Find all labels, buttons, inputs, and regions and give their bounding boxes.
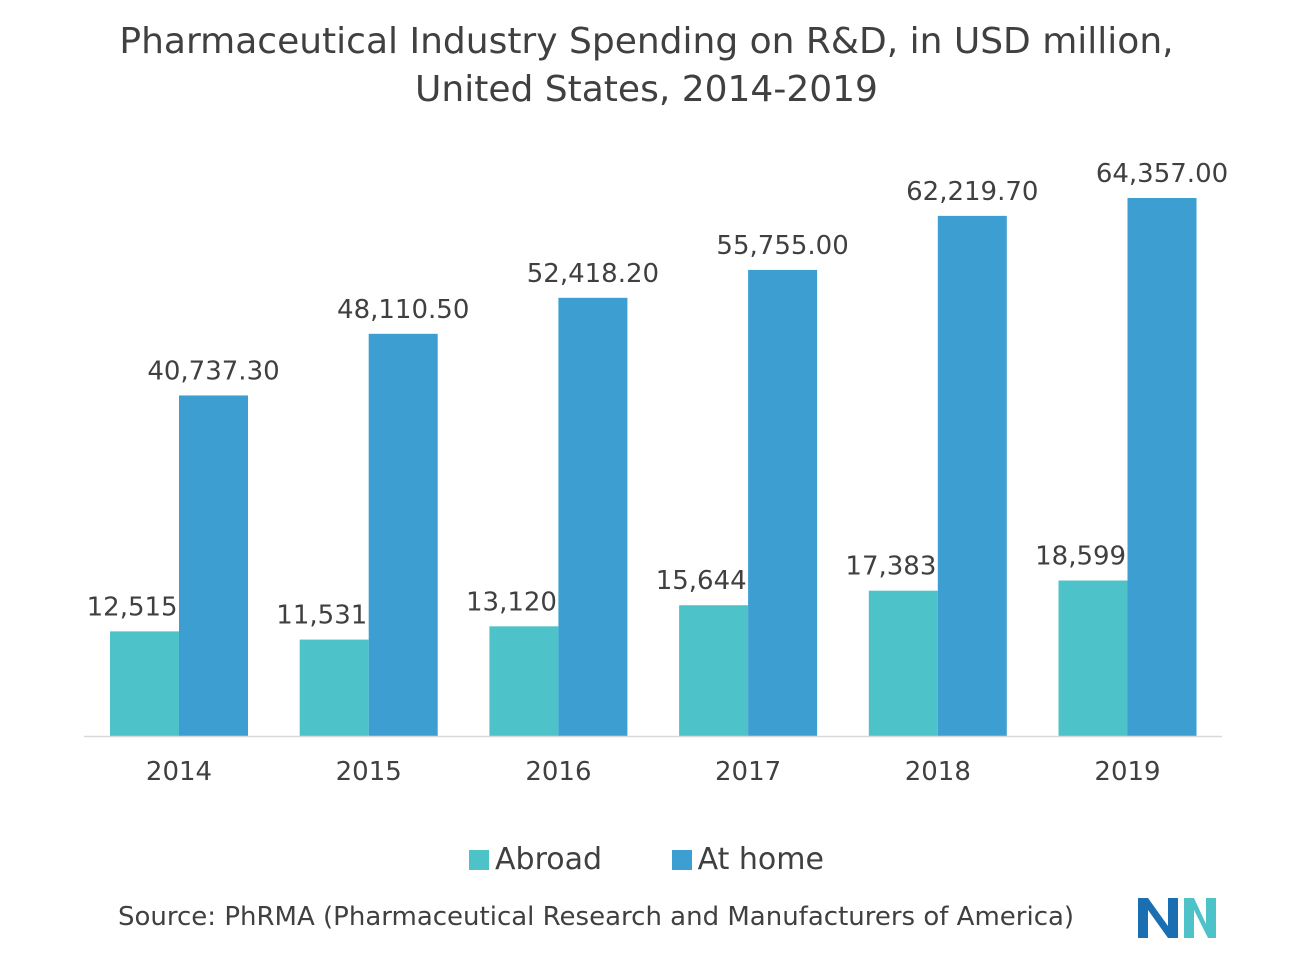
bar-at-home-2017 xyxy=(748,269,818,736)
company-logo-icon xyxy=(1138,898,1216,938)
legend-label-abroad: Abroad xyxy=(495,842,603,877)
data-label-at-home-2019: 64,357.00 xyxy=(1096,159,1228,189)
x-tick-label-2019: 2019 xyxy=(1094,757,1160,787)
bar-abroad-2018 xyxy=(868,590,938,736)
bar-at-home-2019 xyxy=(1127,198,1197,736)
bar-abroad-2016 xyxy=(489,626,559,736)
bar-at-home-2015 xyxy=(368,333,438,736)
bar-at-home-2018 xyxy=(937,215,1007,737)
x-tick-label-2015: 2015 xyxy=(336,757,402,787)
chart-title-line-2: United States, 2014-2019 xyxy=(415,69,878,110)
bar-abroad-2015 xyxy=(299,639,369,736)
bar-at-home-2014 xyxy=(179,395,248,736)
legend: Abroad At home xyxy=(0,842,1293,878)
chart-title: Pharmaceutical Industry Spending on R&D,… xyxy=(0,18,1293,114)
x-tick-label-2017: 2017 xyxy=(715,757,781,787)
data-label-at-home-2014: 40,737.30 xyxy=(147,356,279,386)
legend-swatch-at-home xyxy=(671,849,692,870)
x-tick-label-2018: 2018 xyxy=(905,757,971,787)
legend-item-abroad: Abroad xyxy=(469,842,602,877)
data-label-at-home-2017: 55,755.00 xyxy=(716,231,848,261)
x-tick-label-2014: 2014 xyxy=(146,757,212,787)
data-label-at-home-2015: 48,110.50 xyxy=(337,295,469,325)
bar-abroad-2019 xyxy=(1058,580,1128,736)
chart-title-line-1: Pharmaceutical Industry Spending on R&D,… xyxy=(119,21,1174,62)
legend-swatch-abroad xyxy=(469,849,490,870)
legend-label-at-home: At home xyxy=(697,842,824,877)
bar-at-home-2016 xyxy=(558,297,628,736)
x-tick-label-2016: 2016 xyxy=(525,757,591,787)
source-note: Source: PhRMA (Pharmaceutical Research a… xyxy=(118,902,1075,932)
legend-item-at-home: At home xyxy=(671,842,824,877)
data-label-at-home-2016: 52,418.20 xyxy=(527,259,659,289)
bar-abroad-2017 xyxy=(679,605,749,736)
bar-abroad-2014 xyxy=(110,631,179,736)
data-label-at-home-2018: 62,219.70 xyxy=(906,177,1038,207)
